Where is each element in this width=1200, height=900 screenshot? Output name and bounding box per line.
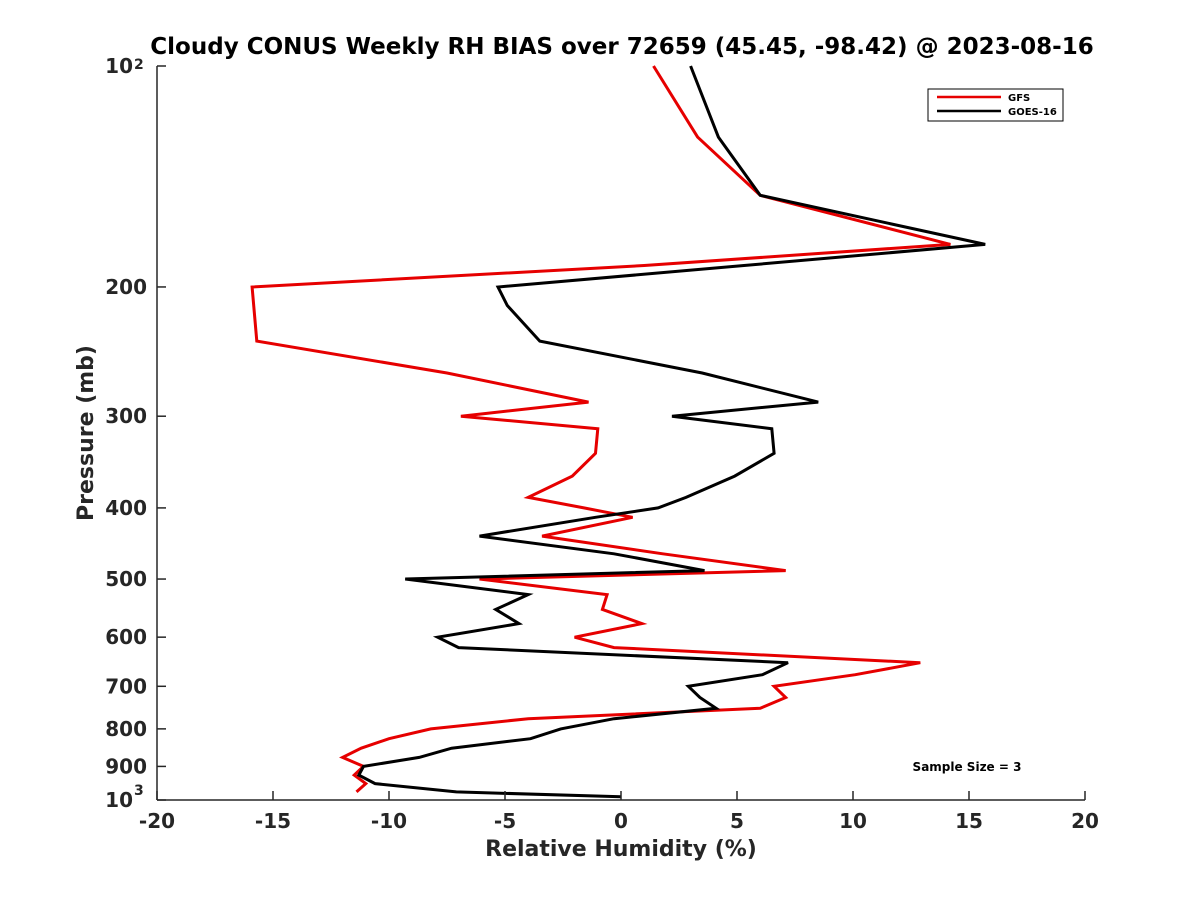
x-ticks: -20 -15 -10 -5 0 5 10 15 20 [139, 791, 1099, 833]
y-axis-title: Pressure (mb) [74, 345, 99, 521]
sample-size-annotation: Sample Size = 3 [913, 760, 1022, 774]
chart-title: Cloudy CONUS Weekly RH BIAS over 72659 (… [150, 34, 1093, 60]
legend-box [927, 88, 1064, 122]
series-line-goes-16 [356, 65, 986, 799]
y-tick-exponent: 3 [134, 783, 144, 799]
y-tick-exponent: 2 [134, 57, 144, 73]
y-tick-label: 200 [105, 275, 147, 299]
y-tick-label: 10 [105, 54, 133, 78]
x-tick-label: 10 [839, 809, 867, 833]
x-tick-label: -5 [494, 809, 516, 833]
series-line-gfs [250, 65, 951, 794]
x-tick-label: -10 [371, 809, 407, 833]
y-tick-label: 700 [105, 674, 147, 698]
legend-label-gfs: GFS [1008, 93, 1030, 104]
y-tick-label: 600 [105, 625, 147, 649]
x-tick-label: 15 [955, 809, 983, 833]
x-tick-label: -15 [255, 809, 291, 833]
y-tick-label: 300 [105, 404, 147, 428]
x-tick-label: 0 [614, 809, 628, 833]
y-tick-label: 10 [105, 788, 133, 812]
series-layer [250, 65, 986, 799]
x-tick-label: 20 [1071, 809, 1099, 833]
x-tick-label: -20 [139, 809, 175, 833]
x-tick-label: 5 [730, 809, 744, 833]
y-tick-label: 400 [105, 496, 147, 520]
y-tick-label: 500 [105, 567, 147, 591]
y-tick-label: 800 [105, 717, 147, 741]
y-tick-label: 900 [105, 754, 147, 778]
x-axis-title: Relative Humidity (%) [485, 837, 757, 862]
legend-label-goes16: GOES-16 [1008, 107, 1057, 118]
legend: GFS GOES-16 [927, 88, 1064, 122]
